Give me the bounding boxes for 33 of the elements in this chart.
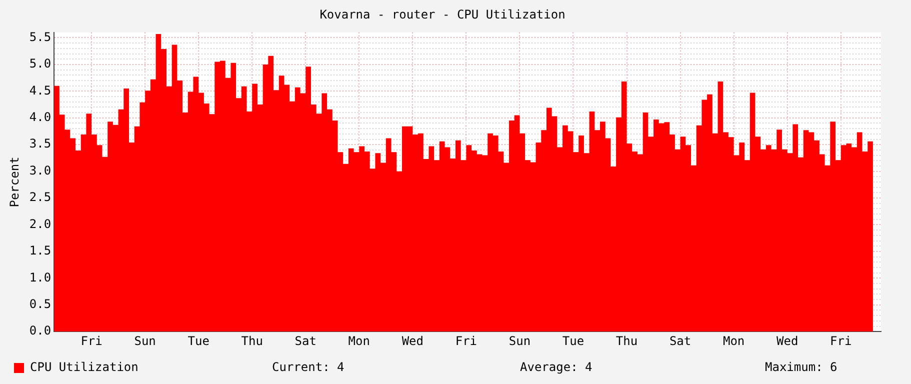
y-tick-label: 4.5 [29, 83, 52, 98]
y-axis-title: Percent [7, 156, 22, 208]
text: Maximum: 6 [765, 360, 838, 374]
x-tick-label: Wed [776, 334, 798, 348]
x-tick-label: Sun [134, 334, 156, 348]
y-tick-label: 0.0 [29, 324, 52, 338]
y-tick-label: 4.0 [29, 110, 52, 124]
legend-label: CPU Utilization [30, 360, 138, 374]
y-tick-label: 0.5 [29, 297, 52, 312]
x-tick-label: Wed [402, 334, 424, 348]
chart-title: Kovarna - router - CPU Utilization [320, 7, 566, 22]
y-tick-label: 1.5 [29, 244, 52, 258]
y-tick-label: 2.5 [29, 190, 52, 204]
x-tick-label: Fri [455, 334, 478, 348]
x-tick-label: Thu [241, 334, 263, 348]
text: Average: 4 [520, 360, 592, 374]
y-tick-label: 1.0 [29, 270, 52, 284]
x-tick-label: Thu [616, 334, 638, 348]
x-tick-label: Tue [562, 334, 584, 348]
x-tick-label: Tue [188, 334, 210, 348]
y-tick-label: 3.0 [29, 163, 52, 178]
x-tick-label: Sun [508, 334, 531, 348]
y-tick-label: 3.5 [29, 136, 52, 151]
y-tick-label: 5.0 [29, 56, 52, 71]
x-tick-label: Fri [830, 334, 852, 348]
x-tick-label: Sat [294, 334, 316, 348]
x-tick-label: Fri [80, 334, 102, 348]
x-tick-label: Sat [669, 334, 692, 348]
x-tick-label: Mon [722, 334, 745, 348]
x-tick-label: Mon [348, 334, 370, 348]
y-tick-label: 2.0 [29, 216, 52, 231]
y-tick-label: 5.5 [29, 30, 52, 44]
text: Current: 4 [272, 360, 344, 374]
